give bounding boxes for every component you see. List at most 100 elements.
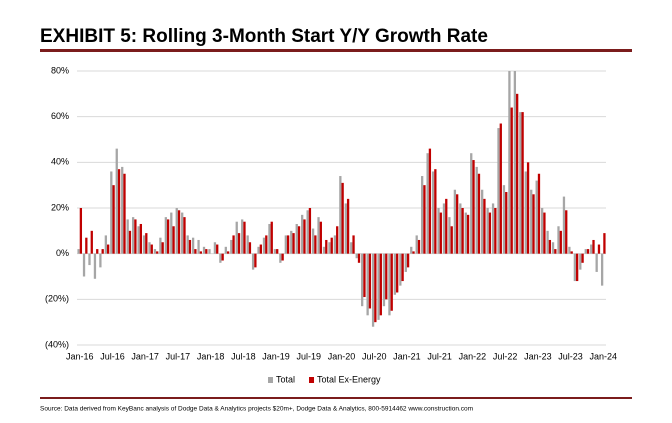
bar: [202, 246, 206, 254]
bar: [268, 223, 271, 254]
bar: [156, 251, 159, 254]
bar: [188, 239, 192, 254]
bar: [434, 169, 437, 254]
bar: [459, 203, 462, 254]
bar: [377, 253, 380, 320]
bar: [232, 235, 235, 254]
bar: [466, 214, 470, 254]
bar: [265, 235, 268, 254]
bar: [148, 242, 151, 254]
source-rule: [40, 397, 632, 399]
bar: [226, 251, 230, 254]
bar: [562, 196, 566, 254]
bar: [172, 226, 175, 254]
bar: [322, 246, 326, 254]
bar: [445, 198, 448, 254]
bar: [106, 244, 110, 254]
bar: [134, 219, 137, 254]
bar: [456, 194, 459, 254]
bar: [246, 235, 249, 254]
bar: [197, 239, 200, 254]
bar: [110, 171, 113, 254]
bar: [412, 251, 415, 254]
bar: [243, 221, 246, 254]
x-tick-label: Jan-24: [590, 351, 618, 361]
bar: [112, 185, 115, 254]
bar: [355, 253, 358, 259]
bar: [390, 253, 393, 311]
bar: [104, 235, 107, 254]
bar: [421, 176, 424, 254]
x-tick-label: Jul-21: [427, 351, 452, 361]
bar: [410, 246, 413, 254]
bar: [344, 203, 347, 254]
bar: [600, 253, 604, 286]
bar: [565, 210, 568, 254]
bar: [502, 185, 506, 254]
bar: [357, 253, 361, 263]
bar: [401, 253, 404, 282]
bar: [521, 112, 524, 254]
bar: [194, 249, 197, 254]
bar: [568, 246, 571, 254]
bar: [221, 253, 224, 261]
chart-title: EXHIBIT 5: Rolling 3-Month Start Y/Y Gro…: [40, 26, 488, 47]
bar: [311, 228, 315, 254]
bar: [486, 208, 489, 254]
bar: [532, 194, 535, 254]
bar: [216, 244, 219, 254]
bar: [126, 219, 129, 254]
bar: [350, 242, 353, 254]
bar: [99, 253, 102, 268]
bar: [292, 233, 295, 254]
bar: [352, 235, 355, 254]
bar: [325, 239, 328, 254]
bar: [286, 235, 290, 254]
bar: [388, 253, 391, 316]
bar: [470, 153, 473, 254]
y-tick-label: 80%: [51, 65, 69, 75]
bar: [213, 242, 217, 254]
x-tick-label: Jul-20: [362, 351, 387, 361]
bar: [586, 249, 590, 254]
bar: [475, 166, 478, 254]
bar: [590, 244, 593, 254]
bar: [85, 237, 88, 254]
bar: [385, 253, 388, 300]
bar: [603, 233, 606, 254]
bar: [123, 173, 126, 254]
bar: [439, 212, 442, 254]
bar: [319, 221, 322, 254]
bar: [317, 217, 320, 254]
bar: [257, 246, 260, 254]
bar: [137, 226, 140, 254]
bar: [557, 226, 560, 254]
bar: [546, 230, 549, 254]
bar: [374, 253, 377, 323]
bar: [339, 176, 342, 254]
bar: [516, 93, 519, 254]
bar: [284, 235, 287, 254]
bar: [393, 253, 397, 295]
bar: [570, 251, 573, 254]
x-tick-label: Jan-19: [262, 351, 290, 361]
bar: [442, 203, 446, 254]
bar: [461, 208, 464, 254]
x-tick-label: Jan-18: [197, 351, 225, 361]
bar: [150, 244, 153, 254]
bar: [548, 239, 552, 254]
bar: [428, 148, 432, 254]
bar: [93, 253, 97, 279]
title-rule: [40, 49, 632, 52]
bar: [121, 166, 124, 254]
bar: [259, 244, 262, 254]
legend-swatch: [268, 377, 273, 383]
bar: [314, 235, 317, 254]
source-note: Source: Data derived from KeyBanc analys…: [40, 406, 473, 413]
bar: [117, 169, 121, 254]
bar: [472, 160, 475, 254]
y-tick-label: 20%: [51, 202, 69, 212]
bar: [333, 235, 337, 254]
bar: [254, 253, 257, 268]
